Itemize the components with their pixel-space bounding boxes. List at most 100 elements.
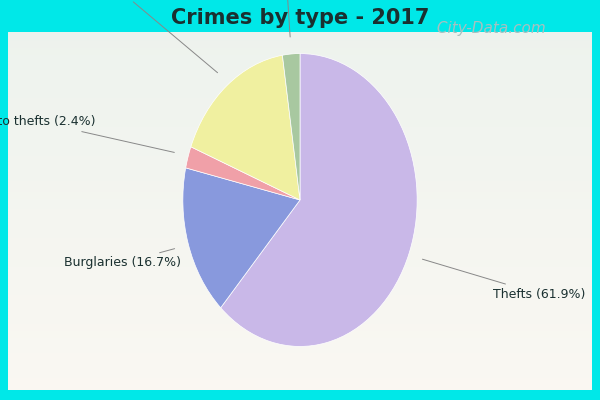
Bar <box>8 197 592 200</box>
Bar <box>8 154 592 157</box>
Bar <box>8 107 592 111</box>
Wedge shape <box>183 168 300 308</box>
Bar <box>8 111 592 114</box>
Bar <box>8 347 592 351</box>
Bar <box>8 157 592 161</box>
Bar <box>8 361 592 365</box>
Bar <box>8 168 592 172</box>
Bar <box>8 293 592 297</box>
Bar <box>8 164 592 168</box>
Bar <box>8 333 592 336</box>
Bar <box>8 57 592 61</box>
Wedge shape <box>186 147 300 200</box>
Bar <box>8 386 592 390</box>
Bar <box>8 318 592 322</box>
Bar <box>8 286 592 290</box>
Bar <box>8 232 592 236</box>
Bar <box>8 326 592 329</box>
Bar <box>8 282 592 286</box>
Bar <box>8 254 592 258</box>
Bar <box>8 311 592 315</box>
Bar <box>8 315 592 318</box>
Bar <box>8 89 592 93</box>
Bar <box>8 100 592 104</box>
Bar <box>8 272 592 276</box>
Bar <box>8 182 592 186</box>
Bar <box>8 78 592 82</box>
Bar <box>8 329 592 333</box>
Bar <box>8 93 592 96</box>
Bar <box>8 43 592 46</box>
Bar <box>8 118 592 122</box>
Bar <box>8 129 592 132</box>
Bar <box>8 214 592 218</box>
Text: Assaults (2.4%): Assaults (2.4%) <box>236 0 334 37</box>
Bar <box>8 125 592 129</box>
Bar <box>8 143 592 146</box>
Bar <box>8 218 592 222</box>
Bar <box>8 208 592 211</box>
Bar <box>8 200 592 204</box>
Bar <box>8 344 592 347</box>
Bar <box>8 82 592 86</box>
Wedge shape <box>221 54 417 346</box>
Bar <box>8 279 592 282</box>
Bar <box>8 96 592 100</box>
Text: City-Data.com: City-Data.com <box>432 22 546 36</box>
Bar <box>8 190 592 193</box>
Bar <box>8 86 592 89</box>
Bar <box>8 64 592 68</box>
Bar <box>8 300 592 304</box>
Bar <box>8 240 592 243</box>
Bar <box>8 114 592 118</box>
Bar <box>8 358 592 361</box>
Bar <box>8 261 592 265</box>
Wedge shape <box>283 54 300 200</box>
Bar <box>8 243 592 247</box>
Bar <box>8 50 592 54</box>
Text: Auto thefts (2.4%): Auto thefts (2.4%) <box>0 115 175 152</box>
Bar <box>8 265 592 268</box>
Bar <box>8 379 592 383</box>
Bar <box>8 71 592 75</box>
Bar <box>8 258 592 261</box>
Bar <box>8 365 592 368</box>
Bar <box>8 268 592 272</box>
Bar <box>8 340 592 344</box>
Bar <box>8 322 592 326</box>
Bar <box>8 186 592 190</box>
Bar <box>8 236 592 240</box>
Bar <box>8 297 592 300</box>
Bar <box>8 308 592 311</box>
Text: Rapes (16.7%): Rapes (16.7%) <box>74 0 218 73</box>
Bar <box>8 304 592 308</box>
Bar <box>8 61 592 64</box>
Bar <box>8 54 592 57</box>
Bar <box>8 336 592 340</box>
Bar <box>8 354 592 358</box>
Bar <box>8 250 592 254</box>
Bar <box>8 75 592 78</box>
Bar <box>8 172 592 175</box>
Bar <box>8 46 592 50</box>
Bar <box>8 146 592 150</box>
Bar <box>8 36 592 39</box>
Bar <box>8 161 592 164</box>
Bar <box>8 132 592 136</box>
Bar <box>8 247 592 250</box>
Bar <box>8 372 592 376</box>
Bar <box>8 351 592 354</box>
Text: Burglaries (16.7%): Burglaries (16.7%) <box>64 249 181 269</box>
Bar <box>8 104 592 107</box>
Bar <box>8 193 592 197</box>
Bar <box>8 140 592 143</box>
Bar <box>8 222 592 225</box>
Bar <box>8 204 592 208</box>
Text: Thefts (61.9%): Thefts (61.9%) <box>422 259 586 300</box>
Text: Crimes by type - 2017: Crimes by type - 2017 <box>171 8 429 28</box>
Bar <box>8 122 592 125</box>
Bar <box>8 68 592 71</box>
Bar <box>8 39 592 43</box>
Bar <box>8 175 592 179</box>
Bar <box>8 32 592 36</box>
